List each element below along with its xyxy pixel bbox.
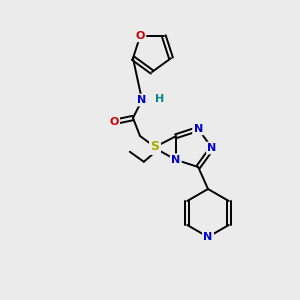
Text: O: O [136, 31, 145, 41]
Text: N: N [137, 95, 147, 105]
Text: H: H [155, 94, 165, 104]
Text: O: O [109, 117, 119, 127]
Text: S: S [151, 140, 160, 154]
Text: N: N [194, 124, 203, 134]
Text: N: N [207, 143, 217, 153]
Text: N: N [203, 232, 213, 242]
Text: N: N [171, 155, 180, 165]
